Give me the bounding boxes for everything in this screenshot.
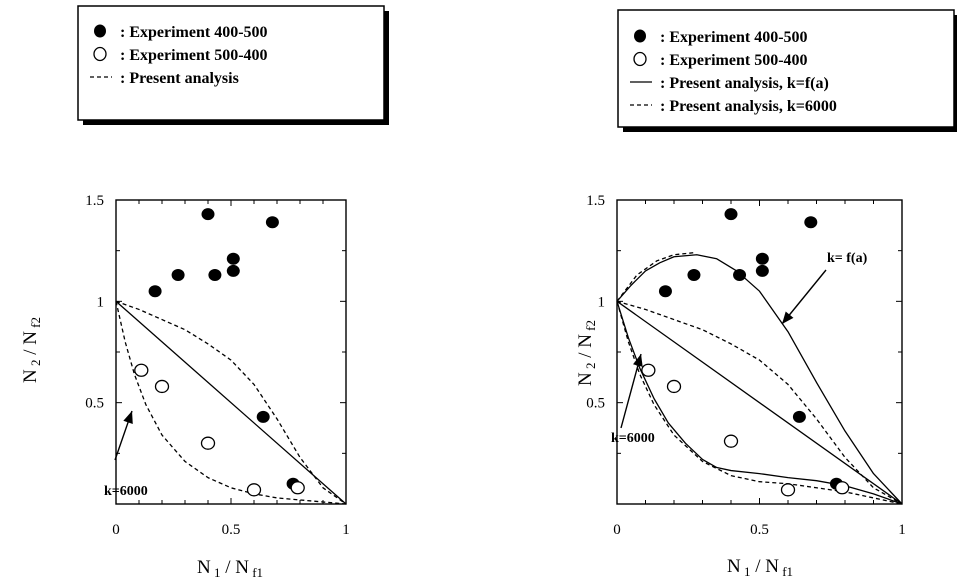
- data-point-filled-circle: [804, 216, 818, 229]
- series-line-dashed: [115, 300, 347, 505]
- data-point-filled-circle: [755, 252, 769, 265]
- series-line-dashed: [115, 301, 347, 505]
- x-tick-label: 0.5: [750, 522, 769, 538]
- y-tick-label: 1.5: [85, 193, 104, 209]
- series-line-solid: [616, 300, 903, 505]
- plot-frame: [115, 199, 347, 505]
- series-line-dashed: [616, 252, 695, 302]
- x-tick-label: 0.5: [222, 522, 241, 538]
- x-tick-label: 0: [613, 522, 621, 538]
- data-point-filled-circle: [148, 285, 162, 298]
- data-point-open-circle: [246, 483, 262, 497]
- data-point-filled-circle: [755, 264, 769, 277]
- legend-marker-filled-circle: [94, 24, 106, 38]
- data-point-open-circle: [134, 363, 149, 377]
- legend-entry-label: : Present analysis: [120, 70, 239, 87]
- x-axis-label: N 1 / N f1: [197, 557, 263, 580]
- data-point-filled-circle: [201, 208, 215, 221]
- chart-1: : Experiment 400-500 : Experiment 500-400…: [20, 5, 389, 580]
- data-point-filled-circle: [226, 252, 240, 265]
- annotation-arrow-head: [782, 311, 794, 324]
- plot-frame: [616, 199, 903, 505]
- annotation-label: k= f(a): [827, 251, 868, 266]
- legend-marker-filled-circle: [634, 29, 646, 43]
- annotation-label: k=6000: [611, 431, 655, 446]
- series-line-solid: [616, 254, 903, 505]
- annotation-arrow-head: [123, 411, 133, 424]
- data-point-filled-circle: [226, 264, 240, 277]
- y-tick-label: 0.5: [586, 396, 605, 412]
- legend-entry-label: : Experiment 500-400: [120, 47, 268, 64]
- data-point-filled-circle: [687, 268, 701, 281]
- data-point-open-circle: [641, 363, 656, 377]
- data-point-open-circle: [723, 434, 739, 448]
- data-point-open-circle: [780, 483, 796, 497]
- y-tick-label: 1: [598, 294, 606, 310]
- legend-box: [617, 9, 955, 128]
- data-point-filled-circle: [733, 268, 747, 281]
- series-line-solid: [115, 300, 347, 505]
- y-axis-label: N 2 / N f2: [575, 320, 598, 386]
- data-point-open-circle: [290, 481, 305, 495]
- legend: : Experiment 400-500 : Experiment 500-400…: [77, 5, 389, 125]
- x-tick-label: 1: [898, 522, 906, 538]
- y-tick-label: 1: [97, 294, 105, 310]
- annotation-arrow-head: [633, 354, 643, 367]
- legend-entry-label: : Experiment 400-500: [660, 29, 808, 46]
- data-point-open-circle: [200, 436, 216, 450]
- annotation-label: k=6000: [104, 484, 148, 499]
- data-point-filled-circle: [724, 208, 738, 221]
- data-point-open-circle: [154, 379, 170, 394]
- series-line-dashed: [616, 300, 903, 505]
- legend-marker-open-circle: [93, 46, 107, 62]
- legend-entry-label: : Present analysis, k=6000: [660, 98, 837, 115]
- x-axis-label: N 1 / N f1: [727, 556, 793, 579]
- data-point-filled-circle: [265, 216, 279, 229]
- chart-2: : Experiment 400-500 : Experiment 500-400…: [575, 9, 957, 579]
- data-point-open-circle: [835, 481, 850, 495]
- data-point-open-circle: [666, 379, 682, 394]
- y-axis-label: N 2 / N f2: [20, 317, 43, 383]
- x-tick-label: 1: [342, 522, 350, 538]
- legend: : Experiment 400-500 : Experiment 500-400…: [617, 9, 957, 132]
- y-tick-label: 1.5: [586, 193, 605, 209]
- legend-entry-label: : Experiment 500-400: [660, 52, 808, 69]
- legend-box: [77, 5, 385, 121]
- data-point-filled-circle: [171, 268, 185, 281]
- y-tick-label: 0.5: [85, 396, 104, 412]
- x-tick-label: 0: [112, 522, 120, 538]
- legend-marker-open-circle: [633, 51, 647, 67]
- data-point-filled-circle: [792, 410, 806, 423]
- legend-entry-label: : Present analysis, k=f(a): [660, 75, 829, 92]
- data-point-filled-circle: [256, 410, 270, 423]
- data-point-filled-circle: [208, 268, 222, 281]
- legend-entry-label: : Experiment 400-500: [120, 24, 268, 41]
- data-point-filled-circle: [658, 285, 672, 298]
- annotation-arrow-line: [620, 353, 642, 429]
